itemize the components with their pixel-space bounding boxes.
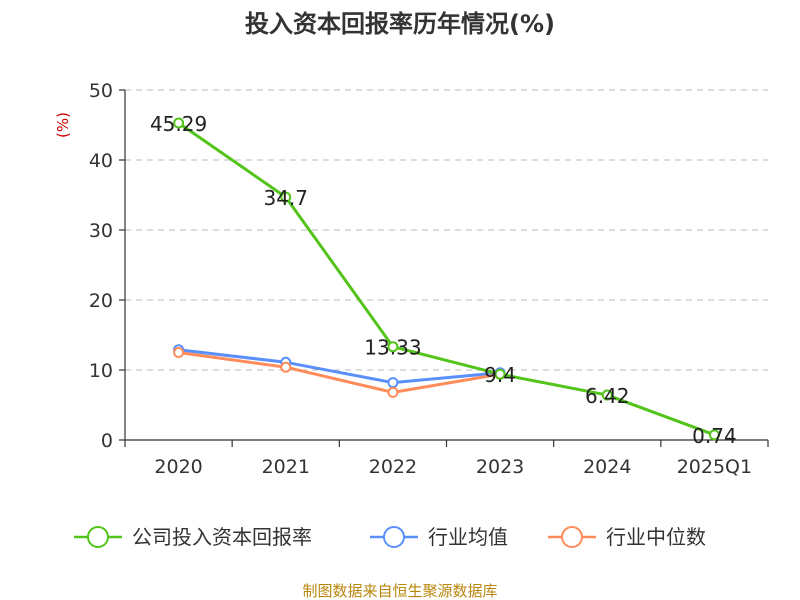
y-tick-label-30: 30	[89, 220, 113, 242]
series-line-1	[178, 348, 501, 385]
grid-lines	[125, 89, 768, 371]
legend: 公司投入资本回报率 行业均值 行业中位数	[74, 525, 706, 549]
series-0-point-2025Q1[interactable]	[708, 429, 720, 441]
series-0-point-2022[interactable]	[387, 341, 399, 353]
legend-item-2[interactable]: 行业中位数	[548, 525, 706, 549]
y-tick-label-50: 50	[89, 80, 113, 102]
series-2-point-2020[interactable]	[173, 347, 185, 358]
x-tick-label-2020: 2020	[154, 456, 202, 478]
data-labels: 45.29 34.7 13.33 9.4 6.42 0.74	[150, 112, 737, 448]
data-label-2023: 9.4	[484, 363, 516, 387]
legend-label-1: 行业均值	[428, 525, 508, 549]
series-line-0	[177, 121, 715, 437]
x-tick-label-2024: 2024	[583, 456, 631, 478]
x-tick-label-2021: 2021	[262, 456, 310, 478]
y-tick-label-0: 0	[101, 430, 113, 452]
legend-swatch-marker-1	[383, 526, 405, 548]
data-label-2024: 6.42	[585, 384, 630, 408]
legend-swatch-marker-0	[87, 526, 109, 548]
axes: 0 10 20 30 40 50 2020 2021 2022 2023 2024 2025Q1	[89, 80, 769, 478]
legend-item-1[interactable]: 行业均值	[370, 525, 508, 549]
legend-label-0: 公司投入资本回报率	[132, 525, 312, 549]
series-line-2	[178, 351, 501, 394]
legend-item-0[interactable]: 公司投入资本回报率	[74, 525, 312, 549]
series-1-point-2022[interactable]	[387, 377, 399, 389]
series-0-point-2021[interactable]	[280, 191, 292, 203]
series-0-point-2023[interactable]	[494, 368, 506, 380]
series-2-point-2021[interactable]	[280, 361, 292, 373]
chart-title: 投入资本回报率历年情况(%)	[245, 10, 555, 38]
legend-swatch-marker-2	[561, 526, 583, 548]
legend-label-2: 行业中位数	[606, 525, 706, 549]
y-tick-label-40: 40	[89, 150, 113, 172]
x-tick-label-2022: 2022	[369, 456, 417, 478]
y-tick-label-20: 20	[89, 290, 113, 312]
y-tick-label-10: 10	[89, 360, 113, 382]
data-label-2020: 45.29	[150, 112, 207, 136]
x-tick-label-2023: 2023	[476, 456, 524, 478]
series-2-point-2022[interactable]	[387, 386, 399, 398]
series-lines	[173, 117, 720, 441]
x-tick-label-2025Q1: 2025Q1	[677, 456, 752, 478]
series-0	[173, 117, 720, 441]
series-0-point-2024[interactable]	[601, 389, 613, 401]
data-label-2022: 13.33	[364, 336, 421, 360]
y-axis-unit-label: (%)	[54, 112, 72, 138]
data-label-2025Q1: 0.74	[692, 424, 737, 448]
series-0-point-2020[interactable]	[173, 117, 185, 129]
source-note: 制图数据来自恒生聚源数据库	[302, 582, 497, 600]
data-label-2021: 34.7	[263, 186, 308, 210]
